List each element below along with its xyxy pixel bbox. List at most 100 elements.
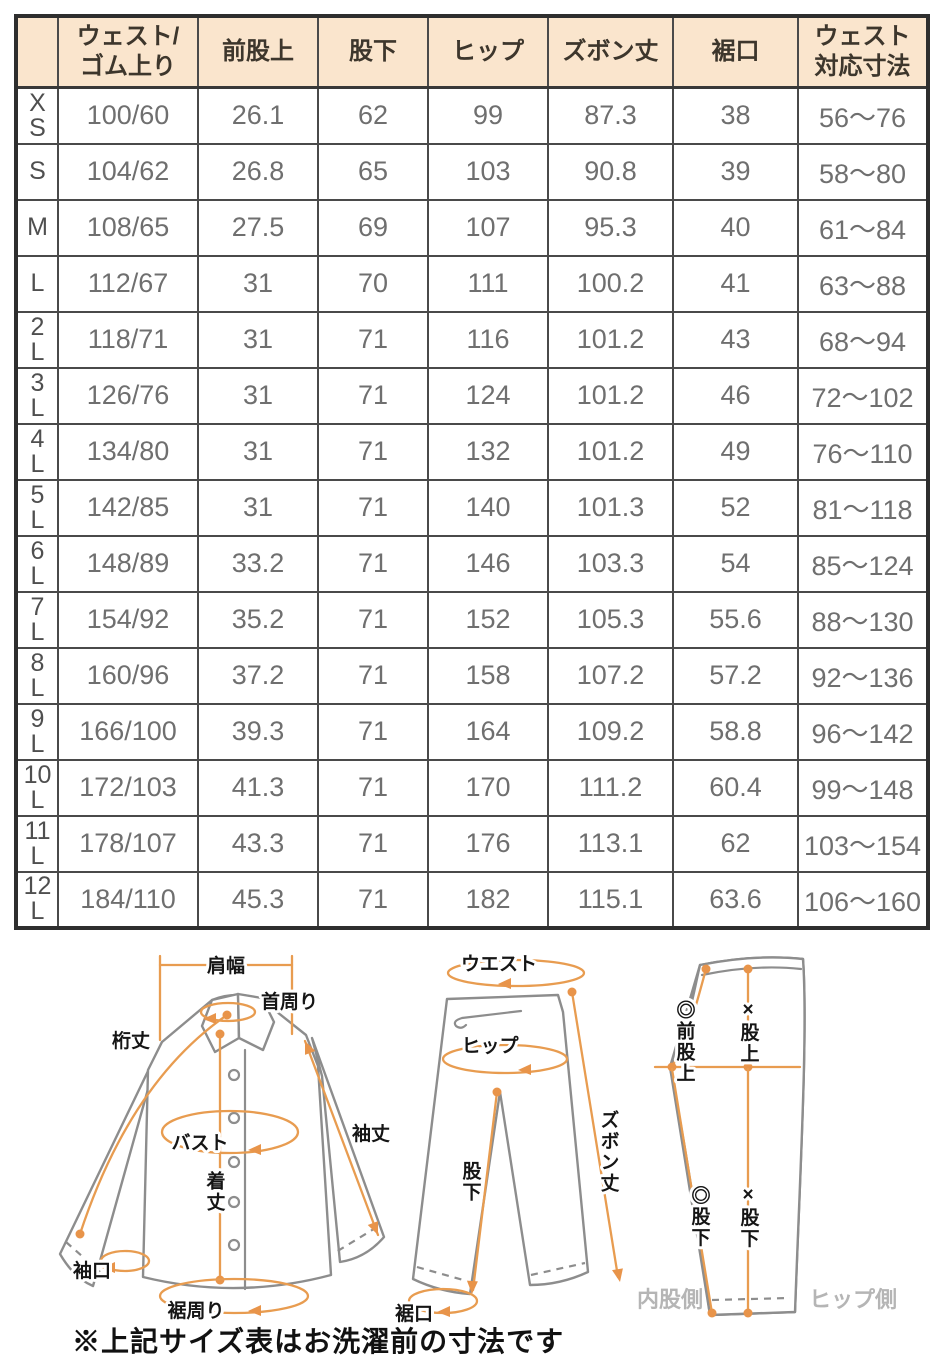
measurement-cell: 113.1 — [547, 814, 674, 873]
measurement-cell: 132 — [427, 422, 549, 481]
row-size-label: 7 L — [15, 590, 59, 649]
measurement-cell: 118/71 — [57, 310, 199, 369]
measurement-cell: 105.3 — [547, 590, 674, 649]
measurement-cell: 104/62 — [57, 142, 199, 201]
bust-ellipse — [160, 1109, 300, 1155]
measurement-cell: 26.1 — [197, 86, 319, 145]
measurement-cell: 111.2 — [547, 758, 674, 817]
measurement-cell: 27.5 — [197, 198, 319, 257]
side-hip-label: ヒップ側 — [809, 1287, 897, 1312]
bust-arrow — [248, 1144, 261, 1155]
size-table-body: X S 100/60 26.1 62 99 87.3 38 56〜76 S 104/62 26.8 6… — [15, 86, 929, 929]
measurement-cell: 37.2 — [197, 646, 319, 705]
side-inseam-hip-label: ×股下 — [738, 1185, 760, 1250]
waist-ellipse — [446, 958, 586, 988]
measurement-cell: 71 — [317, 366, 429, 425]
measurement-cell: 87.3 — [547, 86, 674, 145]
measurement-cell: 101.2 — [547, 310, 674, 369]
pants-hip-label: ヒップ — [461, 1034, 519, 1057]
side-inseam-inner-label: ◎股下 — [689, 1184, 711, 1248]
col-header-waist-elastic: ウェスト/ ゴム上り — [57, 15, 199, 89]
measurement-cell: 63.6 — [672, 870, 799, 929]
shirt-right-lapel — [236, 992, 276, 1052]
table-row: X S 100/60 26.1 62 99 87.3 38 56〜76 — [15, 86, 929, 145]
measurement-cell: 45.3 — [197, 870, 319, 929]
measurement-cell: 31 — [197, 422, 319, 481]
measurement-cell: 35.2 — [197, 590, 319, 649]
measurement-cell: 101.3 — [547, 478, 674, 537]
measurement-cell: 71 — [317, 422, 429, 481]
pants-length-label: ズボン丈 — [598, 1109, 620, 1194]
shirt-sleeve-length-label: 袖丈 — [352, 1122, 390, 1145]
shirt-body-length-label: 着丈 — [204, 1170, 226, 1213]
measurement-cell: 72〜102 — [797, 366, 929, 425]
measurement-cell: 116 — [427, 310, 549, 369]
measurement-cell: 71 — [317, 534, 429, 593]
hip-ellipse — [441, 1043, 569, 1075]
measurement-cell: 31 — [197, 310, 319, 369]
shirt-shoulder-width-label: 肩幅 — [207, 954, 245, 977]
shirt-bust-label: バスト — [171, 1132, 228, 1154]
measurement-cell: 101.2 — [547, 422, 674, 481]
inseam-line — [471, 1090, 499, 1292]
side-rise-label: ×股上 — [738, 1000, 760, 1065]
measurement-cell: 111 — [427, 254, 549, 313]
measurement-cell: 124 — [427, 366, 549, 425]
neck-arrow — [203, 1013, 216, 1024]
measurement-cell: 65 — [317, 142, 429, 201]
measurement-cell: 39.3 — [197, 702, 319, 761]
measurement-cell: 106〜160 — [797, 870, 929, 929]
shirt-button — [227, 1238, 241, 1252]
measurement-cell: 152 — [427, 590, 549, 649]
measurement-cell: 88〜130 — [797, 590, 929, 649]
measurement-cell: 182 — [427, 870, 549, 929]
pants-side-waist-line — [700, 966, 803, 977]
table-row: L 112/67 31 70 111 100.2 41 63〜88 — [15, 254, 929, 313]
measurement-cell: 41.3 — [197, 758, 319, 817]
measurement-cell: 140 — [427, 478, 549, 537]
table-row: 6 L 148/89 33.2 71 146 103.3 54 85〜124 — [15, 534, 929, 593]
table-row: 3 L 126/76 31 71 124 101.2 46 72〜102 — [15, 366, 929, 425]
measurement-cell: 70 — [317, 254, 429, 313]
measurement-cell: 40 — [672, 198, 799, 257]
footnote: ※上記サイズ表はお洗濯前の寸法です — [72, 1326, 565, 1357]
cuff-ellipse — [99, 1249, 151, 1273]
hem-around-ellipse — [158, 1277, 310, 1315]
table-row: 2 L 118/71 31 71 116 101.2 43 68〜94 — [15, 310, 929, 369]
table-row: 10 L 172/103 41.3 71 170 111.2 60.4 99〜148 — [15, 758, 929, 817]
measurement-cell: 62 — [317, 86, 429, 145]
measurement-cell: 112/67 — [57, 254, 199, 313]
measurement-cell: 41 — [672, 254, 799, 313]
measurement-cell: 134/80 — [57, 422, 199, 481]
measurement-cell: 43 — [672, 310, 799, 369]
measurement-cell: 62 — [672, 814, 799, 873]
measurement-cell: 85〜124 — [797, 534, 929, 593]
measurement-cell: 172/103 — [57, 758, 199, 817]
sleeve-length-line — [303, 1039, 380, 1237]
measurement-cell: 142/85 — [57, 478, 199, 537]
shirt-diagram: 肩幅 首周り 桁丈 バスト 袖丈 着丈 袖口 裾周り — [58, 951, 393, 1324]
measurement-cell: 103〜154 — [797, 814, 929, 873]
shirt-left-sleeve — [58, 1040, 164, 1288]
header-row: ウェスト/ ゴム上り 前股上 股下 ヒップ ズボン丈 裾口 ウェスト 対応寸法 — [15, 15, 929, 89]
measurement-cell: 71 — [317, 758, 429, 817]
inseam-arrow — [466, 1280, 478, 1294]
measurement-cell: 103.3 — [547, 534, 674, 593]
table-row: 12 L 184/110 45.3 71 182 115.1 63.6 106〜160 — [15, 870, 929, 929]
shirt-button — [227, 1068, 241, 1082]
pants-hem-arrow — [437, 1306, 450, 1317]
measurement-cell: 71 — [317, 646, 429, 705]
shirt-left-lapel — [200, 992, 241, 1054]
side-inner-label: 内股側 — [637, 1287, 703, 1312]
table-row: 4 L 134/80 31 71 132 101.2 49 76〜110 — [15, 422, 929, 481]
measurement-cell: 55.6 — [672, 590, 799, 649]
measurement-cell: 107 — [427, 198, 549, 257]
shirt-yuki-label: 桁丈 — [112, 1029, 150, 1052]
measurement-cell: 71 — [317, 870, 429, 929]
sleeve-length-arrow-top — [304, 1041, 316, 1055]
measurement-cell: 178/107 — [57, 814, 199, 873]
size-table: ウェスト/ ゴム上り 前股上 股下 ヒップ ズボン丈 裾口 ウェスト 対応寸法 … — [14, 14, 930, 930]
measurement-cell: 71 — [317, 310, 429, 369]
row-size-label: 6 L — [15, 534, 59, 593]
measurement-cell: 158 — [427, 646, 549, 705]
